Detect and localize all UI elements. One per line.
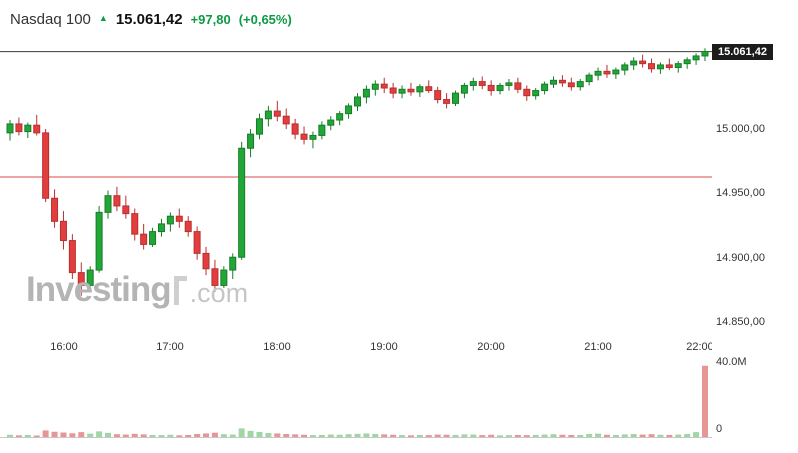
last-price: 15.061,42 [115, 10, 183, 28]
watermark-text: Investing [26, 270, 172, 309]
instrument-name: Nasdaq 100 [10, 10, 91, 28]
watermark-logo: Investing .com [26, 272, 248, 307]
watermark-mark-icon [173, 276, 187, 305]
candlestick-chart[interactable] [0, 0, 712, 445]
time-axis-label: 18:00 [263, 341, 291, 353]
volume-zero-label: 0 [716, 423, 723, 435]
price-axis-label: 14.850,00 [716, 316, 765, 328]
price-change: +97,80 [190, 11, 231, 27]
time-axis-label: 22:00 [686, 341, 714, 353]
price-axis-label: 14.950,00 [716, 187, 765, 199]
price-axis[interactable]: 15.061,42 15.000,00 14.950,00 14.900,00 … [712, 0, 798, 453]
time-axis-label: 20:00 [477, 341, 505, 353]
time-axis-label: 19:00 [370, 341, 398, 353]
volume-max-label: 40.0M [716, 356, 747, 368]
instrument-header: Nasdaq 100 ▲ 15.061,42 +97,80 (+0,65%) [0, 0, 292, 38]
last-price-tag: 15.061,42 [712, 44, 773, 60]
price-axis-label: 15.000,00 [716, 123, 765, 135]
price-axis-label: 14.900,00 [716, 252, 765, 264]
chart-canvas[interactable]: Investing .com 16:00 17:00 18:00 19:00 20… [0, 0, 714, 453]
time-axis-label: 21:00 [584, 341, 612, 353]
watermark-suffix: .com [189, 278, 249, 308]
time-axis-label: 17:00 [156, 341, 184, 353]
price-up-arrow-icon: ▲ [98, 13, 108, 23]
time-axis-label: 16:00 [50, 341, 78, 353]
price-change-percent: (+0,65%) [238, 11, 292, 27]
